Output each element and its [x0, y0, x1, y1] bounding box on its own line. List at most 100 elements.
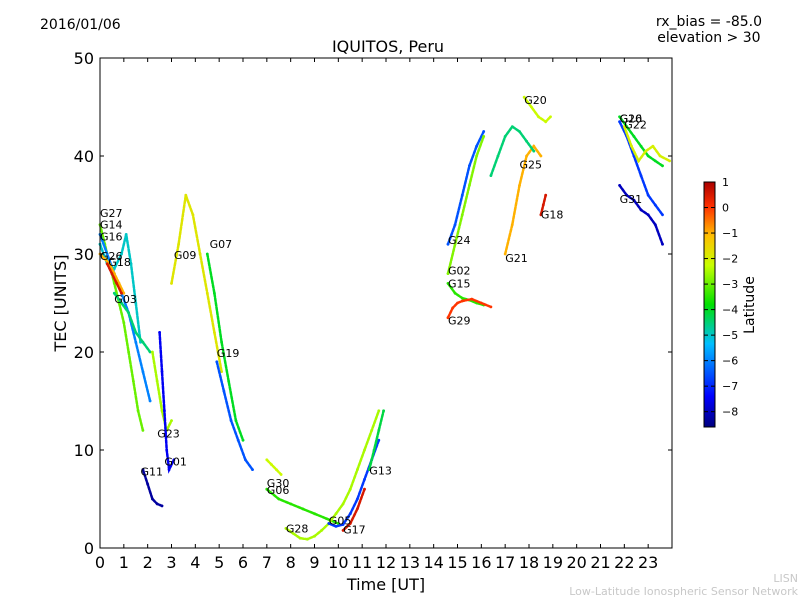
satellite-label-g31: G31: [620, 193, 643, 206]
data-point: [289, 502, 293, 506]
data-point: [544, 193, 548, 197]
data-point: [122, 291, 126, 295]
x-axis: 0 1 2 3 4 5 6 7 8 9 10 11 12 13 14 15 16 17 18 19 20 21 22 23: [95, 58, 658, 572]
data-point: [460, 296, 464, 300]
data-point: [244, 458, 247, 462]
x-axis-label: Time [UT]: [346, 575, 425, 594]
satellite-label-g03: G03: [114, 293, 137, 306]
data-point: [539, 213, 543, 217]
data-point: [489, 305, 493, 309]
x-tick-label: 12: [376, 553, 396, 572]
x-tick-label: 21: [590, 553, 610, 572]
data-point: [115, 282, 119, 285]
receiver-info: rx_bias = -85.0 elevation > 30: [656, 14, 762, 46]
y-tick-label: 30: [74, 245, 94, 264]
data-point: [341, 502, 345, 506]
data-point: [127, 350, 130, 354]
x-tick-label: 0: [95, 553, 105, 572]
data-point: [220, 370, 224, 373]
data-point: [525, 139, 528, 143]
data-point: [470, 297, 474, 301]
data-point: [451, 306, 455, 310]
data-point: [170, 419, 173, 422]
data-point: [213, 331, 216, 334]
data-point: [301, 507, 304, 511]
colorbar-tick-label: −1: [722, 227, 738, 240]
data-point: [653, 223, 657, 227]
data-point: [136, 409, 140, 413]
data-point: [632, 135, 636, 138]
data-point: [530, 105, 533, 109]
colorbar: [703, 181, 716, 428]
credit-line2: Low-Latitude Ionospheric Sensor Network: [569, 585, 798, 598]
data-point: [661, 164, 664, 168]
data-point: [537, 115, 540, 119]
data-point: [165, 448, 169, 452]
satellite-label-g26: G26: [620, 113, 643, 126]
satellite-label-g30: G30: [267, 477, 290, 490]
data-point: [160, 409, 164, 413]
x-tick-label: 16: [471, 553, 491, 572]
data-point: [141, 468, 145, 471]
data-point: [453, 242, 457, 246]
data-point: [479, 301, 483, 305]
satellite-label-g19: G19: [217, 347, 240, 360]
data-point: [518, 184, 521, 187]
data-point: [446, 242, 450, 246]
data-point: [658, 154, 662, 158]
data-point: [522, 95, 526, 99]
data-point: [112, 291, 116, 295]
data-point: [489, 174, 493, 178]
data-point: [148, 399, 152, 403]
satellite-label-g02: G02: [448, 265, 471, 278]
data-point: [549, 115, 552, 119]
satellite-label-g17: G17: [343, 523, 366, 536]
data-point: [625, 125, 629, 128]
data-point: [544, 120, 548, 124]
satellite-label-g20: G20: [524, 94, 547, 107]
data-point: [306, 537, 309, 541]
data-point: [251, 468, 254, 471]
data-point: [275, 468, 278, 471]
data-point: [356, 507, 359, 511]
data-point: [220, 340, 224, 344]
data-point: [637, 159, 640, 163]
data-point: [134, 331, 138, 334]
data-point: [446, 272, 450, 275]
data-point: [120, 301, 123, 305]
series-g17: [341, 487, 366, 532]
data-point: [155, 380, 159, 383]
data-point: [503, 252, 507, 256]
satellite-label-g23: G23: [157, 427, 180, 440]
data-point: [456, 301, 459, 305]
data-point: [151, 350, 154, 354]
data-point: [525, 154, 528, 158]
credit-line1: LISN: [773, 572, 798, 585]
x-tick-label: 11: [352, 553, 372, 572]
satellite-label-g28: G28: [286, 522, 309, 535]
x-tick-label: 1: [119, 553, 129, 572]
data-point: [320, 529, 323, 532]
colorbar-tick-label: −4: [722, 304, 738, 317]
data-point: [646, 154, 650, 158]
satellite-label-g21: G21: [505, 252, 528, 265]
data-point: [348, 522, 352, 525]
data-point: [341, 529, 345, 532]
x-tick-label: 9: [309, 553, 319, 572]
data-point: [132, 380, 135, 383]
y-tick-label: 10: [74, 441, 94, 460]
data-point: [313, 534, 316, 538]
data-point: [229, 419, 233, 422]
series-g01: [158, 331, 176, 474]
data-point: [618, 120, 621, 124]
data-point: [372, 448, 376, 452]
x-tick-label: 10: [328, 553, 348, 572]
satellite-label-g25: G25: [520, 159, 543, 172]
data-point: [158, 331, 162, 334]
colorbar-tick-label: −8: [722, 406, 738, 419]
data-point: [468, 184, 471, 187]
data-point: [334, 525, 338, 528]
y-tick-label: 50: [74, 49, 94, 68]
data-point: [363, 448, 366, 452]
x-tick-label: 4: [190, 553, 200, 572]
